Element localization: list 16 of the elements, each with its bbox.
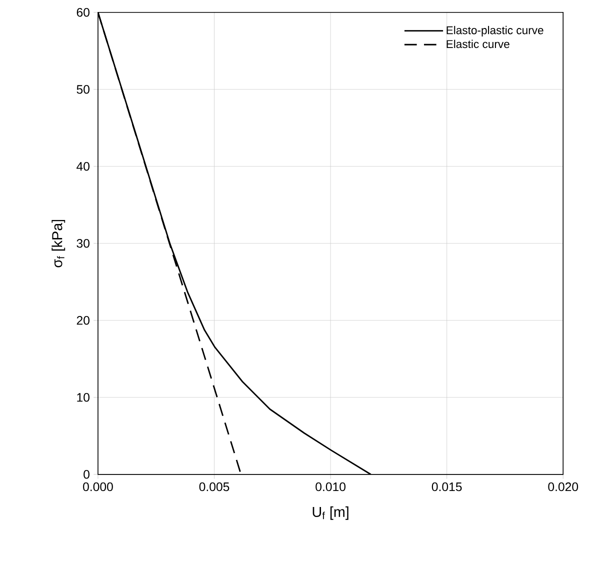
legend-label: Elastic curve — [446, 40, 510, 48]
legend-label: Elasto-plastic curve — [446, 26, 544, 36]
y-tick-label: 20 — [76, 316, 90, 325]
x-tick-label: 0.000 — [83, 482, 113, 491]
y-tick-label: 0 — [84, 470, 90, 479]
x-tick-label: 0.010 — [316, 482, 346, 491]
y-tick-label: 40 — [76, 162, 90, 171]
x-tick-label: 0.015 — [432, 482, 462, 491]
y-tick-label: 10 — [77, 392, 90, 402]
y-tick-label: 50 — [76, 84, 90, 94]
y-tick-label: 60 — [76, 8, 90, 17]
y-axis-title: σ$_{f}$ [kPa] — [52, 220, 66, 268]
x-tick-label: 0.020 — [548, 482, 578, 491]
x-tick-label: 0.005 — [199, 482, 230, 491]
y-tick-label: 30 — [76, 238, 90, 248]
x-axis-title: U$_{f}$ [m] — [312, 506, 348, 520]
